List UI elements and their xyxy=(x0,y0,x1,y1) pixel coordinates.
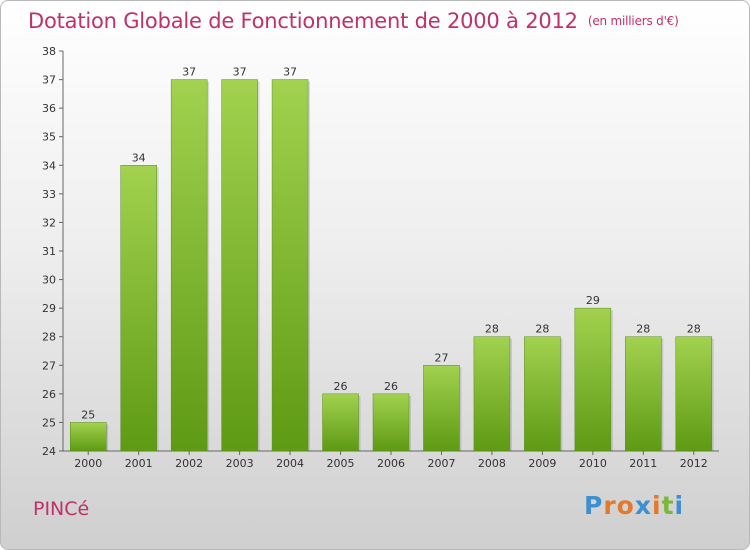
x-tick-label: 2005 xyxy=(327,457,355,470)
proxiti-logo: Proxiti xyxy=(584,491,684,520)
x-tick-label: 2012 xyxy=(680,457,708,470)
y-tick-label: 25 xyxy=(42,416,56,429)
logo-letter: t xyxy=(661,491,675,520)
bar xyxy=(271,79,309,452)
logo-letter: x xyxy=(634,491,652,520)
y-tick-label: 32 xyxy=(42,216,56,229)
bar xyxy=(322,393,359,452)
chart-title-text: Dotation Globale de Fonctionnement de 20… xyxy=(28,9,578,33)
y-tick-label: 36 xyxy=(42,102,56,115)
data-label: 37 xyxy=(283,66,297,79)
data-label: 28 xyxy=(485,323,499,336)
data-label: 25 xyxy=(81,408,95,421)
chart-unit: (en milliers d'€) xyxy=(587,14,679,28)
x-tick-label: 2006 xyxy=(377,457,405,470)
x-tick-label: 2011 xyxy=(629,457,657,470)
data-label: 28 xyxy=(687,323,701,336)
y-tick-label: 26 xyxy=(42,388,56,401)
data-label: 29 xyxy=(586,294,600,307)
y-tick-label: 33 xyxy=(42,188,56,201)
y-tick-label: 28 xyxy=(42,331,56,344)
y-tick-label: 24 xyxy=(42,445,56,458)
y-tick-label: 29 xyxy=(42,302,56,315)
bar xyxy=(524,336,561,452)
commune-name: PINCé xyxy=(33,498,90,520)
bar xyxy=(69,422,107,452)
bar xyxy=(120,165,157,452)
x-tick-label: 2009 xyxy=(528,457,556,470)
bar xyxy=(372,393,410,452)
data-label: 34 xyxy=(132,151,146,164)
data-label: 27 xyxy=(434,351,448,364)
y-tick-label: 37 xyxy=(42,74,56,87)
data-label: 28 xyxy=(636,323,650,336)
x-tick-label: 2004 xyxy=(276,457,304,470)
y-tick-label: 27 xyxy=(42,359,56,372)
logo-letter: P xyxy=(584,491,604,520)
bar xyxy=(574,307,612,452)
logo-letter: o xyxy=(616,491,635,520)
x-tick-label: 2008 xyxy=(478,457,506,470)
logo-letter: i xyxy=(674,491,685,520)
x-tick-label: 2010 xyxy=(579,457,607,470)
y-tick-label: 35 xyxy=(42,131,56,144)
x-tick-label: 2002 xyxy=(175,457,203,470)
x-tick-label: 2001 xyxy=(125,457,153,470)
x-tick-label: 2000 xyxy=(74,457,102,470)
logo-letter: r xyxy=(603,491,617,520)
bar xyxy=(170,79,208,452)
data-label: 26 xyxy=(334,380,348,393)
data-label: 37 xyxy=(182,66,196,79)
bar xyxy=(675,336,713,452)
logo-letter: i xyxy=(652,491,662,520)
data-label: 37 xyxy=(233,66,247,79)
y-tick-label: 30 xyxy=(42,274,56,287)
bar xyxy=(625,336,662,452)
bar xyxy=(473,336,511,452)
data-label: 26 xyxy=(384,380,398,393)
y-tick-label: 31 xyxy=(42,245,56,258)
x-tick-label: 2003 xyxy=(226,457,254,470)
chart-title: Dotation Globale de Fonctionnement de 20… xyxy=(28,9,679,33)
x-tick-label: 2007 xyxy=(427,457,455,470)
bar xyxy=(221,79,258,452)
y-tick-label: 34 xyxy=(42,159,56,172)
y-tick-label: 38 xyxy=(42,45,56,58)
bar xyxy=(423,365,460,452)
data-label: 28 xyxy=(535,323,549,336)
